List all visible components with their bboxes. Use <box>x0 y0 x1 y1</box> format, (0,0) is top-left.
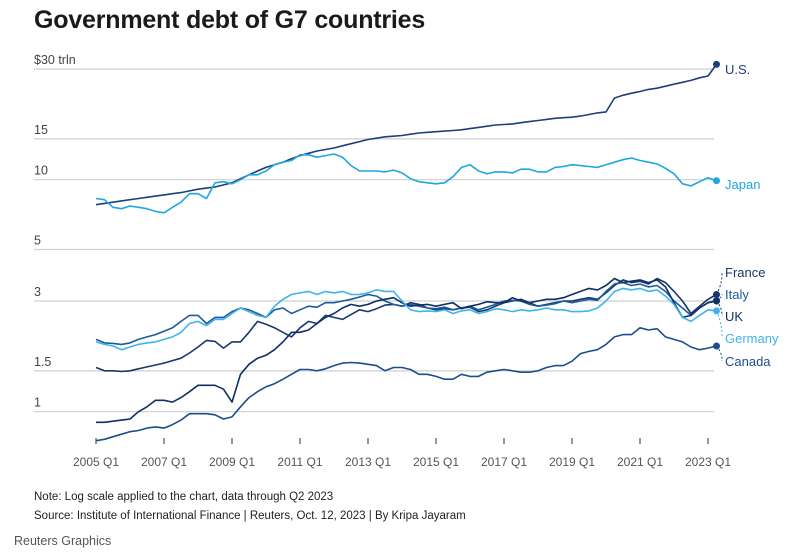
y-tick-label: 15 <box>34 123 48 137</box>
series-label-us: U.S. <box>725 62 750 77</box>
series-lines <box>95 63 718 442</box>
series-label-france: France <box>725 265 765 280</box>
end-dot-uk <box>713 297 720 305</box>
series-label-canada: Canada <box>725 354 771 369</box>
label-leader-line <box>716 310 723 339</box>
y-tick-label: 1.5 <box>34 355 51 369</box>
end-dot-us <box>713 60 720 68</box>
chart-source: Source: Institute of International Finan… <box>34 510 466 522</box>
series-line-germany <box>95 287 717 351</box>
series-line-japan <box>95 153 717 214</box>
end-dot-japan <box>713 177 720 185</box>
x-tick-label: 2019 Q1 <box>549 455 595 469</box>
end-dots <box>713 60 720 350</box>
x-tick-label: 2011 Q1 <box>277 455 322 469</box>
line-chart: $30 trln 15 10 5 3 1.5 1 2005 Q1 2007 Q1 2009 Q1… <box>34 53 779 469</box>
y-tick-label: 1 <box>34 396 41 410</box>
chart-title: Government debt of G7 countries <box>34 6 426 34</box>
series-label-italy: Italy <box>725 287 749 302</box>
y-axis-labels: $30 trln 15 10 5 3 1.5 1 <box>34 53 76 410</box>
series-label-japan: Japan <box>725 177 760 192</box>
brand-credit: Reuters Graphics <box>14 534 112 548</box>
gridlines <box>34 68 714 413</box>
series-labels: U.S. Japan France Italy UK Germany Canada <box>725 62 779 369</box>
y-tick-label: $30 trln <box>34 53 76 67</box>
series-label-uk: UK <box>725 309 743 324</box>
series-line-canada <box>95 326 717 442</box>
x-tick-label: 2015 Q1 <box>413 455 459 469</box>
x-tick-label: 2005 Q1 <box>73 455 119 469</box>
label-leader-line <box>716 271 723 295</box>
x-tick-label: 2017 Q1 <box>481 455 527 469</box>
series-label-germany: Germany <box>725 331 779 346</box>
x-tick-label: 2013 Q1 <box>345 455 391 469</box>
y-tick-label: 3 <box>34 285 41 299</box>
y-tick-label: 10 <box>34 164 48 178</box>
x-tick-label: 2009 Q1 <box>209 455 255 469</box>
x-axis: 2005 Q1 2007 Q1 2009 Q1 2011 Q1 2013 Q1 2015 … <box>73 438 731 469</box>
x-tick-label: 2007 Q1 <box>141 455 187 469</box>
end-dot-canada <box>713 342 720 350</box>
series-line-uk <box>96 277 717 424</box>
x-tick-label: 2023 Q1 <box>685 455 731 469</box>
series-line-us <box>95 63 718 206</box>
x-tick-label: 2021 Q1 <box>617 455 663 469</box>
y-tick-label: 5 <box>34 234 41 248</box>
end-dot-france <box>713 290 720 298</box>
chart-note: Note: Log scale applied to the chart, da… <box>34 491 334 503</box>
end-dot-germany <box>713 307 720 315</box>
